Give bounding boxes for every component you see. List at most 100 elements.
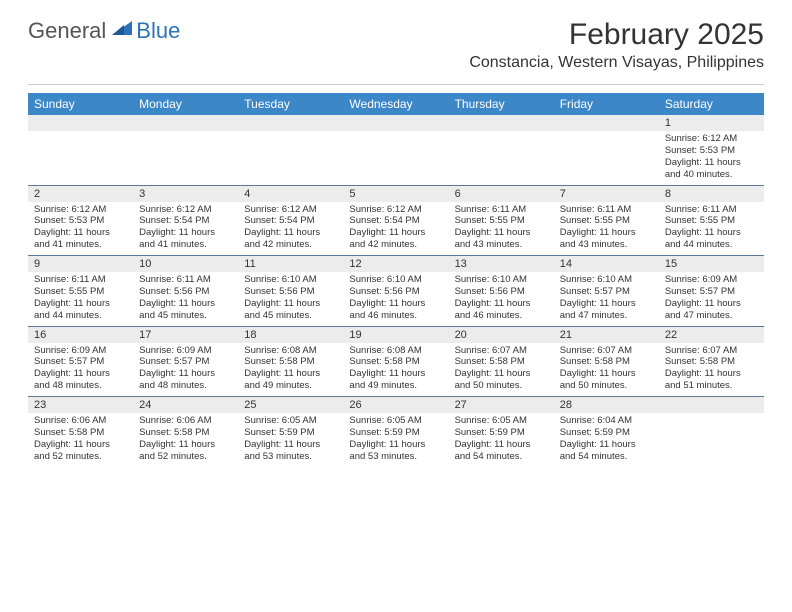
day-number: 8 bbox=[659, 186, 764, 202]
daylight-text: Daylight: 11 hours and 47 minutes. bbox=[560, 298, 653, 322]
day-body: Sunrise: 6:08 AMSunset: 5:58 PMDaylight:… bbox=[238, 343, 343, 397]
day-cell: 10Sunrise: 6:11 AMSunset: 5:56 PMDayligh… bbox=[133, 256, 238, 326]
day-number bbox=[238, 115, 343, 131]
day-number: 13 bbox=[449, 256, 554, 272]
day-header-cell: Thursday bbox=[449, 93, 554, 115]
day-body: Sunrise: 6:12 AMSunset: 5:53 PMDaylight:… bbox=[659, 131, 764, 185]
daylight-text: Daylight: 11 hours and 45 minutes. bbox=[244, 298, 337, 322]
sunrise-text: Sunrise: 6:12 AM bbox=[244, 204, 337, 216]
week-row: 9Sunrise: 6:11 AMSunset: 5:55 PMDaylight… bbox=[28, 255, 764, 326]
sunset-text: Sunset: 5:56 PM bbox=[349, 286, 442, 298]
daylight-text: Daylight: 11 hours and 42 minutes. bbox=[244, 227, 337, 251]
day-cell: 27Sunrise: 6:05 AMSunset: 5:59 PMDayligh… bbox=[449, 397, 554, 467]
daylight-text: Daylight: 11 hours and 52 minutes. bbox=[139, 439, 232, 463]
day-body: Sunrise: 6:10 AMSunset: 5:56 PMDaylight:… bbox=[449, 272, 554, 326]
sunset-text: Sunset: 5:58 PM bbox=[244, 356, 337, 368]
day-cell: 7Sunrise: 6:11 AMSunset: 5:55 PMDaylight… bbox=[554, 186, 659, 256]
day-number: 6 bbox=[449, 186, 554, 202]
daylight-text: Daylight: 11 hours and 44 minutes. bbox=[34, 298, 127, 322]
day-number: 12 bbox=[343, 256, 448, 272]
day-cell: 25Sunrise: 6:05 AMSunset: 5:59 PMDayligh… bbox=[238, 397, 343, 467]
day-body: Sunrise: 6:11 AMSunset: 5:56 PMDaylight:… bbox=[133, 272, 238, 326]
day-cell: 20Sunrise: 6:07 AMSunset: 5:58 PMDayligh… bbox=[449, 327, 554, 397]
sunset-text: Sunset: 5:56 PM bbox=[244, 286, 337, 298]
day-cell: 19Sunrise: 6:08 AMSunset: 5:58 PMDayligh… bbox=[343, 327, 448, 397]
daylight-text: Daylight: 11 hours and 48 minutes. bbox=[139, 368, 232, 392]
day-cell: 16Sunrise: 6:09 AMSunset: 5:57 PMDayligh… bbox=[28, 327, 133, 397]
sunrise-text: Sunrise: 6:05 AM bbox=[455, 415, 548, 427]
day-number: 27 bbox=[449, 397, 554, 413]
sunrise-text: Sunrise: 6:09 AM bbox=[139, 345, 232, 357]
day-cell bbox=[449, 115, 554, 185]
sunrise-text: Sunrise: 6:12 AM bbox=[139, 204, 232, 216]
day-cell: 21Sunrise: 6:07 AMSunset: 5:58 PMDayligh… bbox=[554, 327, 659, 397]
day-number bbox=[343, 115, 448, 131]
day-number: 20 bbox=[449, 327, 554, 343]
sunset-text: Sunset: 5:55 PM bbox=[34, 286, 127, 298]
daylight-text: Daylight: 11 hours and 43 minutes. bbox=[455, 227, 548, 251]
day-body: Sunrise: 6:11 AMSunset: 5:55 PMDaylight:… bbox=[659, 202, 764, 256]
day-body: Sunrise: 6:09 AMSunset: 5:57 PMDaylight:… bbox=[133, 343, 238, 397]
logo-text-general: General bbox=[28, 18, 106, 44]
sunrise-text: Sunrise: 6:07 AM bbox=[665, 345, 758, 357]
sunset-text: Sunset: 5:59 PM bbox=[349, 427, 442, 439]
sunrise-text: Sunrise: 6:05 AM bbox=[349, 415, 442, 427]
sunset-text: Sunset: 5:54 PM bbox=[349, 215, 442, 227]
daylight-text: Daylight: 11 hours and 53 minutes. bbox=[244, 439, 337, 463]
sunrise-text: Sunrise: 6:11 AM bbox=[139, 274, 232, 286]
day-body bbox=[28, 131, 133, 183]
sunset-text: Sunset: 5:59 PM bbox=[244, 427, 337, 439]
daylight-text: Daylight: 11 hours and 50 minutes. bbox=[560, 368, 653, 392]
day-body: Sunrise: 6:12 AMSunset: 5:54 PMDaylight:… bbox=[238, 202, 343, 256]
day-number: 11 bbox=[238, 256, 343, 272]
daylight-text: Daylight: 11 hours and 40 minutes. bbox=[665, 157, 758, 181]
sunset-text: Sunset: 5:58 PM bbox=[455, 356, 548, 368]
daylight-text: Daylight: 11 hours and 53 minutes. bbox=[349, 439, 442, 463]
sunrise-text: Sunrise: 6:08 AM bbox=[244, 345, 337, 357]
sunset-text: Sunset: 5:57 PM bbox=[34, 356, 127, 368]
sunrise-text: Sunrise: 6:06 AM bbox=[139, 415, 232, 427]
day-header-cell: Monday bbox=[133, 93, 238, 115]
week-row: 16Sunrise: 6:09 AMSunset: 5:57 PMDayligh… bbox=[28, 326, 764, 397]
day-number: 18 bbox=[238, 327, 343, 343]
sunset-text: Sunset: 5:56 PM bbox=[139, 286, 232, 298]
day-cell: 18Sunrise: 6:08 AMSunset: 5:58 PMDayligh… bbox=[238, 327, 343, 397]
daylight-text: Daylight: 11 hours and 41 minutes. bbox=[34, 227, 127, 251]
day-number: 5 bbox=[343, 186, 448, 202]
sunset-text: Sunset: 5:58 PM bbox=[560, 356, 653, 368]
sunrise-text: Sunrise: 6:06 AM bbox=[34, 415, 127, 427]
sunset-text: Sunset: 5:59 PM bbox=[455, 427, 548, 439]
day-cell bbox=[238, 115, 343, 185]
sunrise-text: Sunrise: 6:12 AM bbox=[349, 204, 442, 216]
day-cell: 1Sunrise: 6:12 AMSunset: 5:53 PMDaylight… bbox=[659, 115, 764, 185]
day-body: Sunrise: 6:04 AMSunset: 5:59 PMDaylight:… bbox=[554, 413, 659, 467]
week-row: 2Sunrise: 6:12 AMSunset: 5:53 PMDaylight… bbox=[28, 185, 764, 256]
sunset-text: Sunset: 5:58 PM bbox=[139, 427, 232, 439]
day-body: Sunrise: 6:05 AMSunset: 5:59 PMDaylight:… bbox=[343, 413, 448, 467]
sunrise-text: Sunrise: 6:07 AM bbox=[560, 345, 653, 357]
day-number: 25 bbox=[238, 397, 343, 413]
day-cell: 15Sunrise: 6:09 AMSunset: 5:57 PMDayligh… bbox=[659, 256, 764, 326]
daylight-text: Daylight: 11 hours and 48 minutes. bbox=[34, 368, 127, 392]
day-header-row: SundayMondayTuesdayWednesdayThursdayFrid… bbox=[28, 93, 764, 115]
day-body: Sunrise: 6:09 AMSunset: 5:57 PMDaylight:… bbox=[28, 343, 133, 397]
sunset-text: Sunset: 5:55 PM bbox=[455, 215, 548, 227]
day-number: 14 bbox=[554, 256, 659, 272]
sunrise-text: Sunrise: 6:11 AM bbox=[34, 274, 127, 286]
location-subtitle: Constancia, Western Visayas, Philippines bbox=[469, 54, 764, 72]
weeks-container: 1Sunrise: 6:12 AMSunset: 5:53 PMDaylight… bbox=[28, 115, 764, 467]
sunset-text: Sunset: 5:57 PM bbox=[560, 286, 653, 298]
header: General Blue February 2025 Constancia, W… bbox=[0, 0, 792, 80]
day-cell bbox=[28, 115, 133, 185]
day-body: Sunrise: 6:10 AMSunset: 5:56 PMDaylight:… bbox=[238, 272, 343, 326]
logo-sail-icon bbox=[110, 19, 134, 37]
day-cell: 8Sunrise: 6:11 AMSunset: 5:55 PMDaylight… bbox=[659, 186, 764, 256]
sunrise-text: Sunrise: 6:10 AM bbox=[560, 274, 653, 286]
title-block: February 2025 Constancia, Western Visaya… bbox=[469, 18, 764, 72]
day-number: 22 bbox=[659, 327, 764, 343]
day-body bbox=[238, 131, 343, 183]
divider bbox=[28, 84, 764, 85]
day-body: Sunrise: 6:12 AMSunset: 5:53 PMDaylight:… bbox=[28, 202, 133, 256]
sunset-text: Sunset: 5:55 PM bbox=[665, 215, 758, 227]
day-number: 2 bbox=[28, 186, 133, 202]
